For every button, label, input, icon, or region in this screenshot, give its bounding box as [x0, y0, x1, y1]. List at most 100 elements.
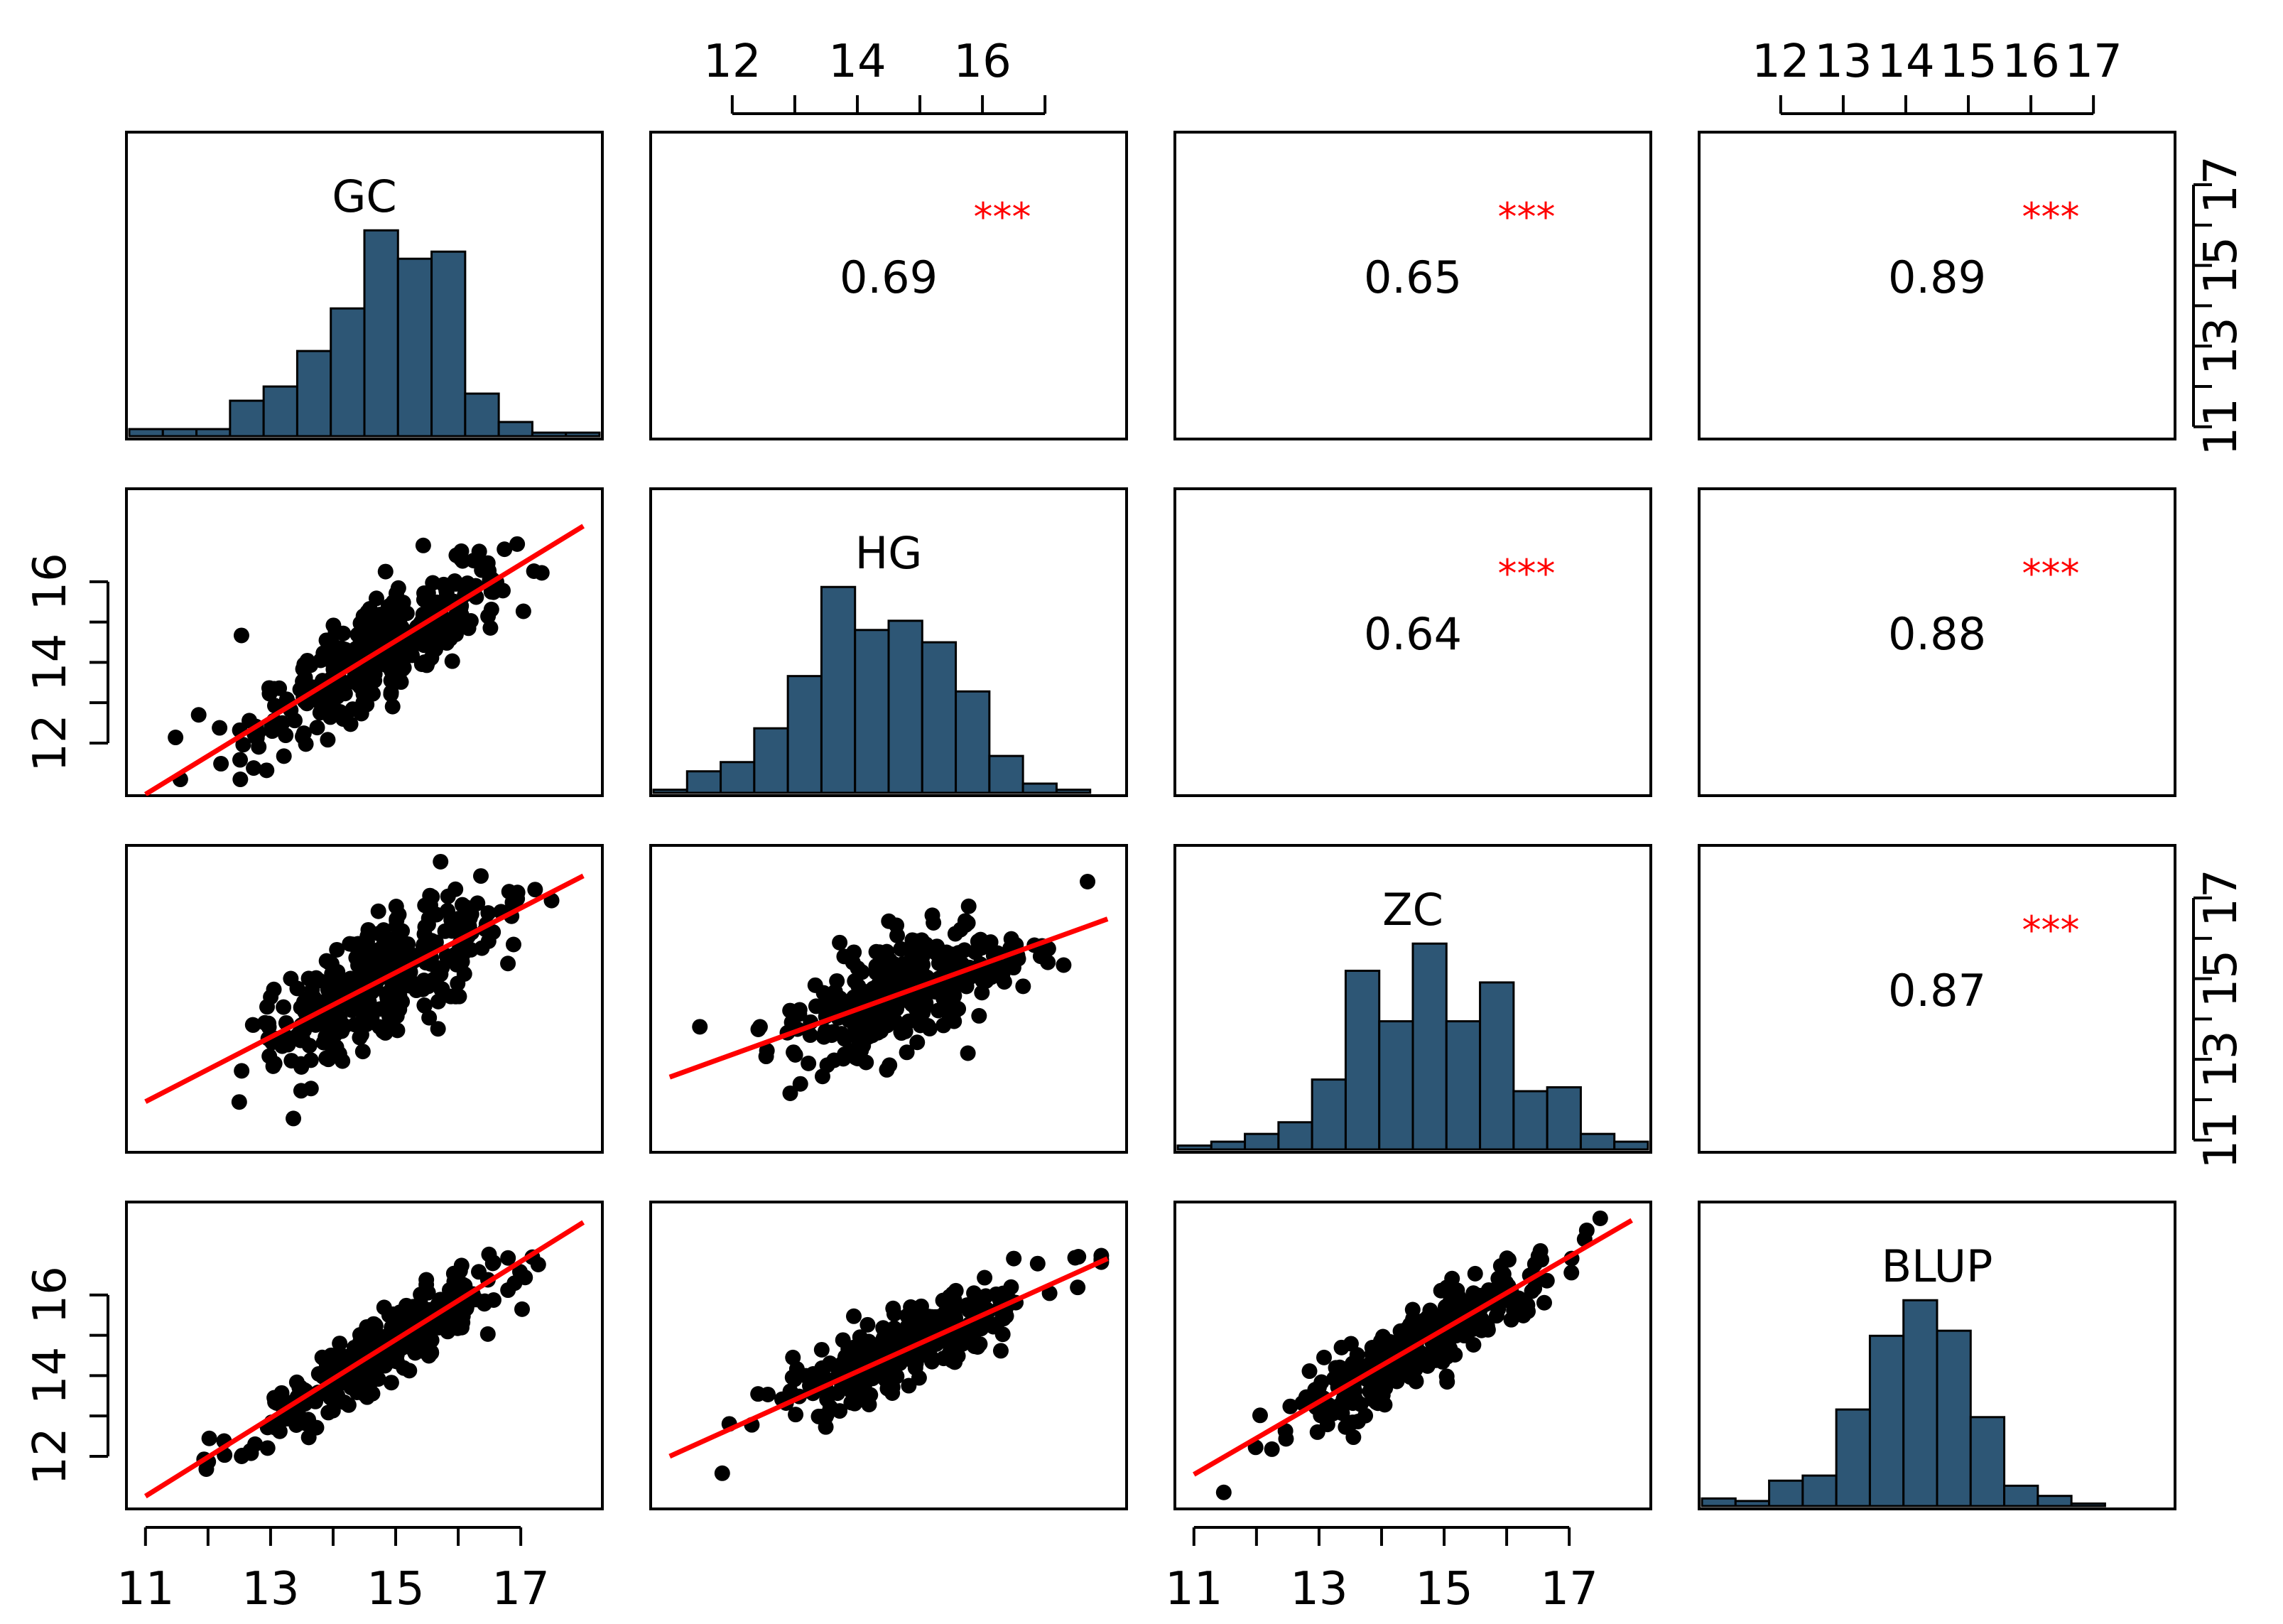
data-point: [438, 585, 455, 601]
data-point: [979, 1315, 995, 1331]
histogram-bar: [497, 421, 533, 438]
histogram-bar: [1579, 1132, 1616, 1151]
tick-label: 12: [24, 1427, 77, 1485]
data-point: [887, 1013, 904, 1029]
data-point: [843, 1395, 859, 1411]
data-point: [1387, 1371, 1403, 1387]
data-point: [435, 623, 452, 639]
data-point: [297, 670, 313, 686]
tick-label: 14: [24, 1347, 77, 1404]
panel-ZC-GC: [125, 844, 604, 1154]
tick-label: 15: [2195, 237, 2247, 294]
data-point: [376, 922, 392, 938]
data-point: [354, 1044, 371, 1060]
data-point: [1488, 1308, 1504, 1324]
data-point: [879, 958, 896, 975]
histogram-bar: [565, 431, 601, 438]
data-point: [1252, 1407, 1268, 1424]
data-point: [847, 990, 864, 1007]
data-point: [412, 1295, 428, 1311]
data-point: [500, 1282, 516, 1299]
panel-frame: [649, 1201, 1128, 1510]
data-point: [960, 898, 977, 914]
data-point: [1592, 1210, 1608, 1226]
data-point: [242, 713, 258, 729]
correlation-cell: *** 0.87: [1888, 908, 2080, 1017]
data-point: [832, 934, 848, 951]
regression-line: [1193, 1218, 1633, 1477]
data-point: [418, 1272, 435, 1288]
data-point: [861, 1397, 877, 1413]
data-point: [759, 1042, 775, 1059]
data-point: [1301, 1363, 1318, 1380]
data-point: [942, 959, 958, 975]
correlation-cell: *** 0.64: [1364, 551, 1556, 660]
data-point: [784, 1369, 801, 1385]
panel-ZC-HG: [649, 844, 1128, 1154]
data-point: [384, 938, 400, 954]
data-point: [504, 894, 521, 911]
data-point: [335, 676, 351, 692]
data-point: [388, 597, 404, 614]
data-point: [440, 888, 456, 904]
tick-label: 13: [1290, 1563, 1347, 1615]
panel-frame: [125, 487, 604, 797]
data-point: [384, 698, 401, 715]
histogram-bar: [1411, 942, 1448, 1151]
data-point: [500, 956, 516, 972]
data-point: [924, 907, 940, 924]
histogram-bar: [1210, 1140, 1247, 1151]
bottom-axis-col-0: 11 13 15 17: [116, 1526, 550, 1615]
tick-label: 14: [828, 36, 886, 88]
tick-label: 15: [2195, 950, 2247, 1007]
data-point: [370, 1353, 386, 1369]
panel-GC-GC: [125, 131, 604, 440]
data-point: [1426, 1352, 1442, 1368]
data-point: [886, 1306, 902, 1322]
data-point: [865, 980, 882, 997]
data-point: [472, 868, 489, 884]
right-axis-row-0: 11 13 15 17: [2192, 156, 2247, 455]
tick-label: 11: [116, 1563, 174, 1615]
histogram-bar: [1021, 782, 1058, 794]
data-point: [278, 727, 294, 744]
data-point: [415, 938, 431, 954]
data-point: [389, 663, 406, 679]
significance-stars: ***: [2022, 195, 2080, 239]
data-point: [787, 1046, 803, 1063]
data-point: [1467, 1265, 1483, 1282]
data-point: [430, 993, 446, 1009]
histogram-bar: [720, 761, 756, 794]
data-point: [372, 1019, 388, 1035]
data-point: [360, 995, 376, 1011]
data-point: [460, 620, 477, 637]
data-point: [884, 1379, 900, 1395]
data-point: [377, 563, 394, 580]
bottom-axis-col-2: 11 13 15 17: [1165, 1526, 1598, 1615]
data-point: [1503, 1311, 1519, 1328]
histogram-bar: [2003, 1484, 2039, 1507]
histogram-bar: [1801, 1474, 1838, 1507]
histogram-bar: [1277, 1121, 1313, 1151]
data-point: [355, 936, 372, 952]
data-point: [246, 760, 262, 776]
data-point: [465, 553, 482, 569]
data-point: [1067, 1250, 1083, 1266]
tick-label: 11: [2195, 398, 2247, 455]
histogram-hg: HG: [652, 527, 1092, 794]
tick-label: 17: [492, 1563, 549, 1615]
data-point: [261, 1019, 277, 1035]
data-point: [168, 730, 184, 746]
tick-label: 17: [2195, 869, 2247, 926]
histogram-bar: [531, 431, 568, 438]
data-point: [837, 1031, 853, 1047]
data-point: [455, 1276, 471, 1292]
data-point: [444, 653, 460, 669]
data-point: [286, 713, 303, 729]
data-point: [360, 921, 376, 938]
data-point: [911, 1348, 927, 1365]
data-point: [1080, 874, 1096, 890]
data-point: [906, 942, 922, 958]
data-point: [930, 1002, 946, 1019]
data-point: [961, 1302, 977, 1319]
